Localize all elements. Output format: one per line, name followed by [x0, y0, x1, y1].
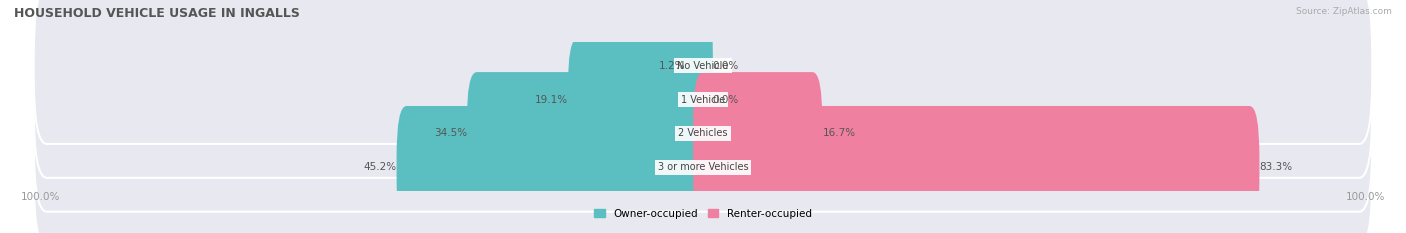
FancyBboxPatch shape	[34, 0, 1372, 144]
Text: 45.2%: 45.2%	[364, 162, 396, 172]
FancyBboxPatch shape	[685, 4, 713, 127]
FancyBboxPatch shape	[34, 21, 1372, 178]
Text: 3 or more Vehicles: 3 or more Vehicles	[658, 162, 748, 172]
Text: 83.3%: 83.3%	[1260, 162, 1292, 172]
Text: 0.0%: 0.0%	[713, 61, 740, 71]
Text: No Vehicle: No Vehicle	[678, 61, 728, 71]
Text: 1 Vehicle: 1 Vehicle	[681, 95, 725, 105]
Text: 1.2%: 1.2%	[659, 61, 685, 71]
FancyBboxPatch shape	[693, 106, 1260, 229]
Text: 0.0%: 0.0%	[713, 95, 740, 105]
FancyBboxPatch shape	[34, 55, 1372, 212]
FancyBboxPatch shape	[568, 38, 713, 161]
FancyBboxPatch shape	[396, 106, 713, 229]
Text: HOUSEHOLD VEHICLE USAGE IN INGALLS: HOUSEHOLD VEHICLE USAGE IN INGALLS	[14, 7, 299, 20]
Text: 2 Vehicles: 2 Vehicles	[678, 128, 728, 138]
Text: Source: ZipAtlas.com: Source: ZipAtlas.com	[1296, 7, 1392, 16]
Legend: Owner-occupied, Renter-occupied: Owner-occupied, Renter-occupied	[595, 209, 811, 219]
Text: 16.7%: 16.7%	[823, 128, 855, 138]
FancyBboxPatch shape	[467, 72, 713, 195]
FancyBboxPatch shape	[693, 72, 823, 195]
Text: 100.0%: 100.0%	[1346, 192, 1385, 202]
FancyBboxPatch shape	[34, 89, 1372, 233]
Text: 100.0%: 100.0%	[21, 192, 60, 202]
Text: 34.5%: 34.5%	[433, 128, 467, 138]
Text: 19.1%: 19.1%	[534, 95, 568, 105]
